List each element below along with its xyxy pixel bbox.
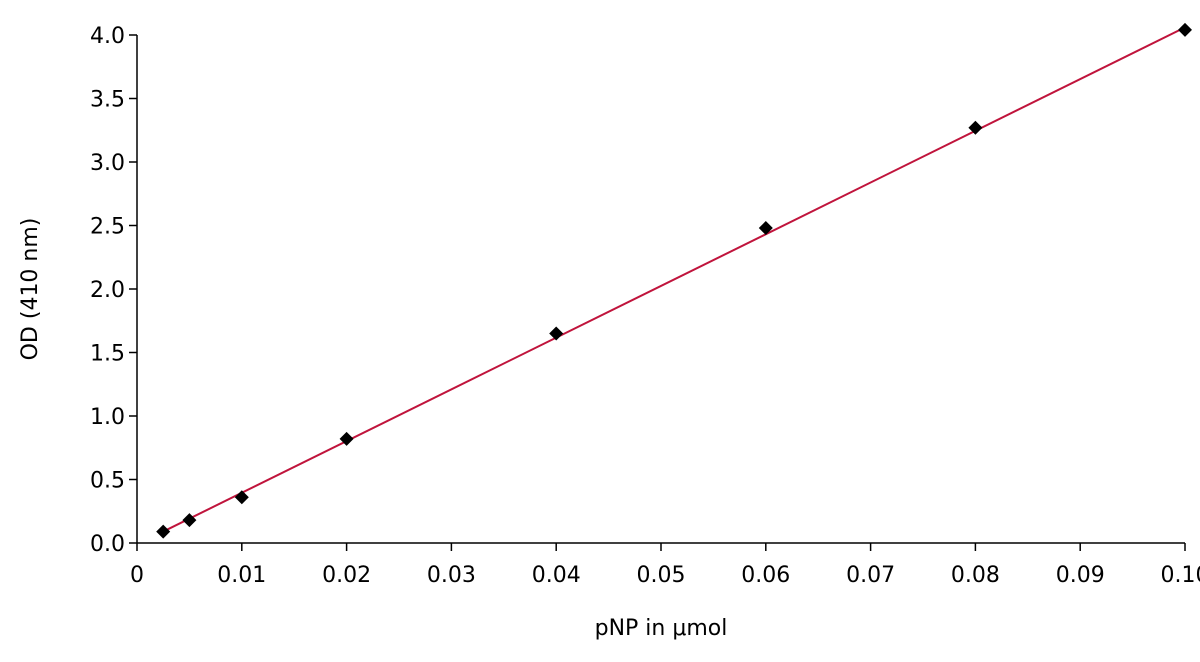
y-axis-ticks: 0.0 0.5 1.0 1.5 2.0 2.5 3.0 3.5 4.0 bbox=[90, 24, 137, 557]
x-tick-label: 0.06 bbox=[741, 563, 790, 588]
x-tick-label: 0.02 bbox=[322, 563, 371, 588]
x-tick-label: 0.04 bbox=[532, 563, 581, 588]
data-point bbox=[1178, 22, 1192, 37]
x-tick-label: 0.07 bbox=[846, 563, 895, 588]
y-tick-label: 4.0 bbox=[90, 24, 125, 49]
data-point bbox=[234, 490, 249, 505]
x-tick-label: 0.10 bbox=[1161, 563, 1200, 588]
y-tick-label: 1.5 bbox=[90, 342, 125, 367]
y-tick-label: 0.5 bbox=[90, 469, 125, 494]
x-tick-label: 0.03 bbox=[427, 563, 476, 588]
y-tick-label: 3.0 bbox=[90, 151, 125, 176]
data-point bbox=[182, 513, 197, 528]
data-point bbox=[339, 431, 354, 446]
data-point bbox=[549, 326, 564, 341]
y-tick-label: 2.5 bbox=[90, 215, 125, 240]
y-tick-label: 3.5 bbox=[90, 88, 125, 113]
x-tick-label: 0.05 bbox=[637, 563, 686, 588]
x-axis-title: pNP in μmol bbox=[595, 616, 728, 641]
y-tick-label: 0.0 bbox=[90, 532, 125, 557]
y-tick-label: 1.0 bbox=[90, 405, 125, 430]
data-points bbox=[156, 22, 1192, 539]
trendline bbox=[162, 26, 1186, 533]
y-axis-title: OD (410 nm) bbox=[18, 218, 43, 361]
data-point bbox=[156, 524, 171, 539]
data-point bbox=[758, 221, 773, 236]
x-tick-label: 0 bbox=[130, 563, 144, 588]
x-tick-label: 0.09 bbox=[1056, 563, 1105, 588]
x-axis-ticks: 0 0.01 0.02 0.03 0.04 0.05 0.06 0.07 0.08 0.09 0.1… bbox=[130, 543, 1200, 588]
x-tick-label: 0.08 bbox=[951, 563, 1000, 588]
x-tick-label: 0.01 bbox=[217, 563, 266, 588]
data-point bbox=[968, 120, 983, 135]
y-tick-label: 2.0 bbox=[90, 278, 125, 303]
